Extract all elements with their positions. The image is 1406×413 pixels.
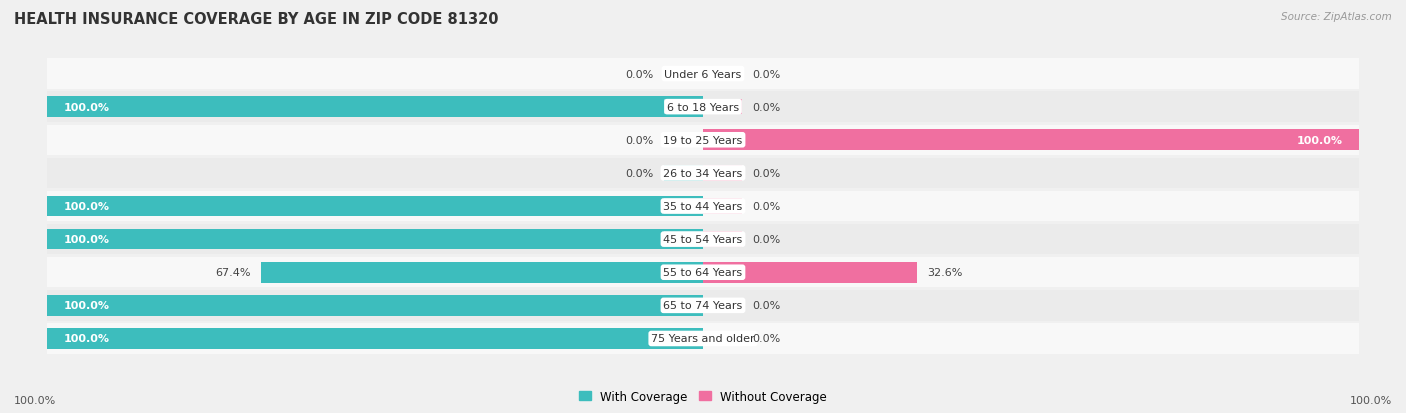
Text: 55 to 64 Years: 55 to 64 Years [664, 268, 742, 278]
Bar [703, 166, 742, 181]
Text: 75 Years and older: 75 Years and older [651, 334, 755, 344]
Text: 100.0%: 100.0% [63, 301, 110, 311]
Bar [46, 59, 1360, 90]
Text: 0.0%: 0.0% [626, 169, 654, 178]
Bar [664, 298, 703, 313]
Text: 100.0%: 100.0% [1296, 135, 1343, 145]
Bar [703, 133, 742, 148]
Text: 26 to 34 Years: 26 to 34 Years [664, 169, 742, 178]
Bar [664, 66, 703, 82]
Bar [703, 298, 742, 313]
Text: 100.0%: 100.0% [63, 102, 110, 112]
Bar [703, 130, 1360, 151]
Bar [664, 133, 703, 148]
Text: 100.0%: 100.0% [63, 235, 110, 244]
Bar [703, 331, 742, 347]
Bar [46, 257, 1360, 288]
Bar [46, 97, 703, 118]
Bar [703, 66, 742, 82]
Text: 19 to 25 Years: 19 to 25 Years [664, 135, 742, 145]
Text: 35 to 44 Years: 35 to 44 Years [664, 202, 742, 211]
Bar [664, 232, 703, 247]
Bar [46, 323, 1360, 354]
Bar [46, 295, 703, 316]
Bar [46, 229, 703, 250]
Text: 0.0%: 0.0% [752, 69, 780, 79]
Text: Under 6 Years: Under 6 Years [665, 69, 741, 79]
Text: 0.0%: 0.0% [752, 334, 780, 344]
Bar [46, 158, 1360, 189]
Text: HEALTH INSURANCE COVERAGE BY AGE IN ZIP CODE 81320: HEALTH INSURANCE COVERAGE BY AGE IN ZIP … [14, 12, 499, 27]
Bar [664, 100, 703, 115]
Text: 67.4%: 67.4% [215, 268, 250, 278]
Text: 100.0%: 100.0% [63, 202, 110, 211]
Bar [703, 232, 742, 247]
Text: 0.0%: 0.0% [752, 169, 780, 178]
Text: 100.0%: 100.0% [63, 334, 110, 344]
Bar [664, 199, 703, 214]
Bar [46, 196, 703, 217]
Bar [664, 331, 703, 347]
Bar [703, 199, 742, 214]
Bar [703, 100, 742, 115]
Bar [46, 328, 703, 349]
Bar [703, 262, 917, 283]
Text: Source: ZipAtlas.com: Source: ZipAtlas.com [1281, 12, 1392, 22]
Bar [46, 92, 1360, 123]
Bar [260, 262, 703, 283]
Bar [46, 290, 1360, 321]
Bar [664, 166, 703, 181]
Text: 0.0%: 0.0% [752, 202, 780, 211]
Text: 32.6%: 32.6% [927, 268, 962, 278]
Bar [46, 191, 1360, 222]
Text: 0.0%: 0.0% [626, 69, 654, 79]
Text: 6 to 18 Years: 6 to 18 Years [666, 102, 740, 112]
Text: 0.0%: 0.0% [752, 235, 780, 244]
Bar [664, 265, 703, 280]
Bar [46, 224, 1360, 255]
Text: 0.0%: 0.0% [752, 301, 780, 311]
Text: 100.0%: 100.0% [14, 395, 56, 405]
Text: 45 to 54 Years: 45 to 54 Years [664, 235, 742, 244]
Text: 65 to 74 Years: 65 to 74 Years [664, 301, 742, 311]
Legend: With Coverage, Without Coverage: With Coverage, Without Coverage [574, 385, 832, 408]
Text: 100.0%: 100.0% [1350, 395, 1392, 405]
Text: 0.0%: 0.0% [752, 102, 780, 112]
Bar [46, 125, 1360, 156]
Text: 0.0%: 0.0% [626, 135, 654, 145]
Bar [703, 265, 742, 280]
